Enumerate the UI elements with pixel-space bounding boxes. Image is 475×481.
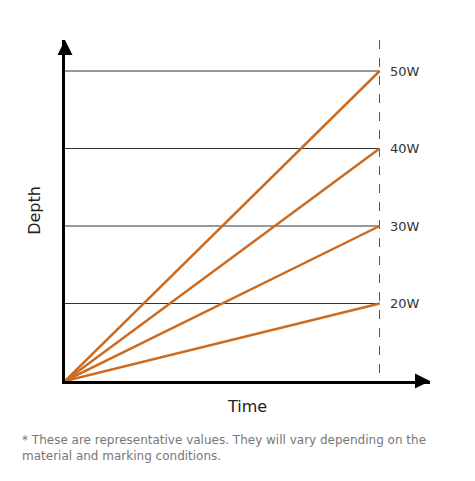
svg-text:Time: Time: [227, 397, 267, 416]
svg-text:50W: 50W: [390, 64, 420, 79]
svg-text:40W: 40W: [390, 141, 420, 156]
svg-text:20W: 20W: [390, 296, 420, 311]
svg-text:30W: 30W: [390, 219, 420, 234]
html-text:* These are representative val: * These are representative values. They …: [22, 433, 426, 463]
svg-text:Depth: Depth: [25, 186, 44, 235]
